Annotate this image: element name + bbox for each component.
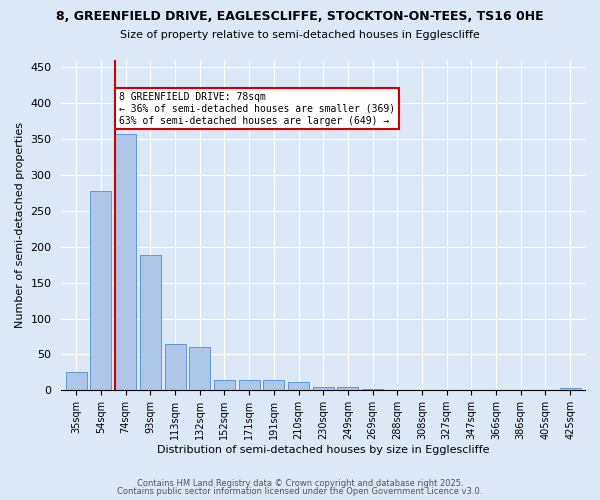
Bar: [263, 380, 284, 390]
Text: 8, GREENFIELD DRIVE, EAGLESCLIFFE, STOCKTON-ON-TEES, TS16 0HE: 8, GREENFIELD DRIVE, EAGLESCLIFFE, STOCK…: [56, 10, 544, 23]
Bar: [313, 387, 334, 390]
Y-axis label: Number of semi-detached properties: Number of semi-detached properties: [15, 122, 25, 328]
Bar: [189, 348, 210, 391]
Bar: [91, 190, 112, 390]
Bar: [66, 372, 87, 390]
Bar: [362, 389, 383, 390]
Bar: [214, 380, 235, 390]
Bar: [288, 382, 309, 390]
Text: Size of property relative to semi-detached houses in Egglescliffe: Size of property relative to semi-detach…: [120, 30, 480, 40]
Text: Contains HM Land Registry data © Crown copyright and database right 2025.: Contains HM Land Registry data © Crown c…: [137, 478, 463, 488]
Bar: [115, 134, 136, 390]
Bar: [239, 380, 260, 390]
Text: Contains public sector information licensed under the Open Government Licence v3: Contains public sector information licen…: [118, 487, 482, 496]
Text: 8 GREENFIELD DRIVE: 78sqm
← 36% of semi-detached houses are smaller (369)
63% of: 8 GREENFIELD DRIVE: 78sqm ← 36% of semi-…: [119, 92, 395, 126]
Bar: [164, 344, 185, 390]
Bar: [337, 387, 358, 390]
Bar: [560, 388, 581, 390]
X-axis label: Distribution of semi-detached houses by size in Egglescliffe: Distribution of semi-detached houses by …: [157, 445, 490, 455]
Bar: [140, 256, 161, 390]
